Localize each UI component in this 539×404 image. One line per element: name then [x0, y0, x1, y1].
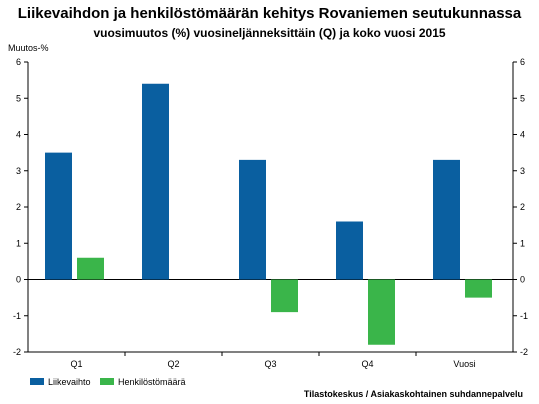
source-note: Tilastokeskus / Asiakaskohtainen suhdann… [303, 389, 523, 399]
bar-liikevaihto [45, 152, 72, 280]
bar-henkilostomaara [271, 279, 298, 313]
y-axis-label: Muutos-% [8, 43, 49, 53]
bar-henkilostomaara [465, 279, 492, 298]
y-tick-label-right: 5 [520, 93, 525, 103]
y-tick-label-left: 4 [16, 130, 21, 140]
y-tick-label-left: 1 [16, 238, 21, 248]
y-tick-label-left: 0 [16, 275, 21, 285]
x-tick-label: Vuosi [453, 359, 475, 369]
x-tick-label: Q4 [361, 359, 373, 369]
legend-entry: Liikevaihto [48, 377, 91, 387]
bar-liikevaihto [433, 159, 460, 280]
bar-liikevaihto [336, 221, 363, 280]
bar-henkilostomaara [77, 257, 104, 280]
y-tick-label-right: -2 [520, 347, 528, 357]
chart-title: Liikevaihdon ja henkilöstömäärän kehitys… [17, 5, 522, 22]
legend-entry: Henkilöstömäärä [118, 377, 186, 387]
chart-subtitle: vuosimuutos (%) vuosineljänneksittäin (Q… [93, 26, 446, 40]
bar-liikevaihto [239, 159, 266, 280]
y-tick-label-left: 2 [16, 202, 21, 212]
legend-swatch [100, 378, 114, 385]
bar-henkilostomaara [368, 279, 395, 345]
y-tick-label-left: -1 [13, 311, 21, 321]
y-tick-label-right: 2 [520, 202, 525, 212]
y-tick-label-right: 3 [520, 166, 525, 176]
y-tick-label-right: 4 [520, 130, 525, 140]
y-tick-label-left: 6 [16, 57, 21, 67]
x-tick-label: Q2 [167, 359, 179, 369]
y-tick-label-right: 1 [520, 238, 525, 248]
y-tick-label-left: 3 [16, 166, 21, 176]
y-tick-label-left: 5 [16, 93, 21, 103]
x-tick-label: Q3 [264, 359, 276, 369]
x-tick-label: Q1 [70, 359, 82, 369]
y-tick-label-right: 6 [520, 57, 525, 67]
legend-swatch [30, 378, 44, 385]
bar-liikevaihto [142, 83, 169, 280]
y-tick-label-left: -2 [13, 347, 21, 357]
y-tick-label-right: -1 [520, 311, 528, 321]
y-tick-label-right: 0 [520, 275, 525, 285]
